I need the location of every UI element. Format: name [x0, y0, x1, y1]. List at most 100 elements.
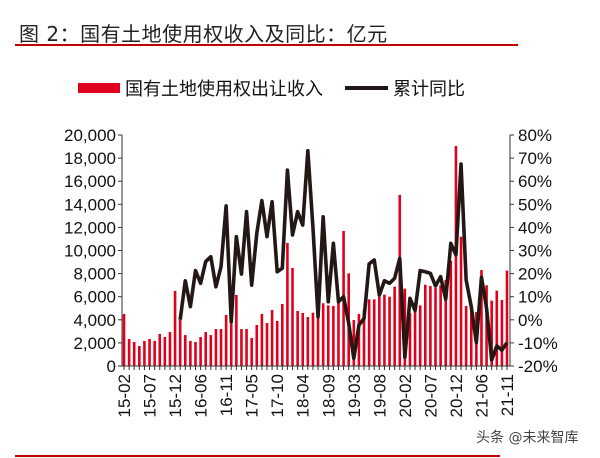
bar-18-05: [306, 317, 310, 366]
bar-18-03: [296, 311, 299, 366]
right-tick-label: -20%: [518, 357, 558, 376]
bar-17-10: [275, 320, 279, 366]
bar-16-12: [229, 318, 233, 366]
bar-19-03: [352, 320, 356, 366]
bar-18-11: [337, 302, 340, 366]
bar-16-06: [199, 337, 202, 366]
bar-17-05: [250, 338, 253, 366]
bar-21-08: [490, 300, 493, 366]
bar-18-08: [321, 303, 325, 366]
x-tick-label: 20-07: [421, 374, 440, 417]
bar-19-04: [357, 314, 361, 366]
bar-16-08: [209, 335, 213, 366]
bar-20-09: [439, 285, 442, 366]
right-tick-label: -10%: [518, 334, 558, 353]
bar-21-03: [464, 305, 468, 366]
bar-15-03: [127, 338, 131, 366]
legend-swatch-line: [345, 86, 388, 90]
title-divider: [15, 44, 518, 46]
left-tick-label: 16,000: [64, 172, 116, 191]
bar-19-05: [362, 309, 366, 366]
x-tick-label: 15-02: [115, 374, 134, 417]
watermark: 头条 @未来智库: [476, 430, 579, 446]
x-tick-label: 19-03: [345, 374, 364, 417]
bar-21-04: [469, 311, 473, 366]
left-tick-label: 2,000: [73, 334, 116, 353]
bar-16-04: [189, 340, 192, 366]
x-tick-label: 18-04: [294, 374, 313, 417]
bar-15-12: [173, 290, 177, 366]
bar-17-12: [286, 242, 289, 366]
bar-21-10: [500, 299, 504, 366]
bar-15-06: [143, 340, 146, 366]
bar-18-06: [311, 312, 315, 366]
x-tick-label: 17-05: [243, 374, 262, 417]
left-tick-label: 10,000: [64, 242, 116, 261]
bar-21-09: [495, 290, 499, 366]
x-tick-label: 15-07: [141, 374, 160, 417]
bar-21-02: [459, 236, 463, 366]
x-tick-label: 19-08: [370, 374, 389, 417]
bar-21-06: [480, 270, 483, 366]
bar-17-04: [245, 329, 248, 366]
x-tick-label: 21-06: [472, 374, 491, 417]
legend-label-line: 累计同比: [393, 79, 465, 100]
bar-17-03: [240, 329, 243, 366]
left-tick-label: 12,000: [64, 218, 116, 237]
bar-19-08: [378, 296, 381, 366]
right-tick-label: 80%: [518, 126, 552, 145]
legend-label-bar: 国有土地使用权出让收入: [125, 79, 323, 100]
bar-16-05: [194, 341, 197, 366]
x-tick-label: 21-11: [498, 374, 517, 416]
x-tick-label: 15-12: [166, 374, 185, 417]
bar-17-08: [265, 323, 269, 366]
right-tick-label: 20%: [518, 265, 552, 284]
right-tick-label: 70%: [518, 149, 552, 168]
bar-15-05: [138, 346, 141, 366]
bar-20-11: [449, 260, 453, 366]
bar-18-07: [316, 306, 320, 366]
bar-15-10: [163, 337, 167, 366]
bar-15-07: [148, 338, 151, 366]
bar-20-03: [408, 313, 412, 366]
bar-17-07: [260, 314, 264, 366]
bar-16-07: [204, 332, 208, 366]
bar-19-09: [383, 294, 386, 366]
right-tick-label: 30%: [518, 242, 552, 261]
bar-17-11: [281, 303, 284, 366]
x-tick-label: 20-12: [447, 374, 466, 417]
legend-swatch-bar: [78, 83, 120, 93]
bar-20-04: [413, 311, 417, 366]
bar-16-03: [183, 335, 187, 366]
right-tick-label: 50%: [518, 195, 552, 214]
bar-16-02: [178, 320, 182, 366]
bar-20-08: [434, 288, 437, 366]
left-tick-label: 8,000: [73, 265, 116, 284]
bar-19-11: [393, 286, 396, 366]
bar-19-06: [367, 299, 371, 366]
bar-15-02: [122, 314, 126, 366]
bar-18-04: [301, 312, 305, 366]
bar-20-05: [418, 305, 422, 366]
bar-15-08: [153, 340, 156, 366]
bar-20-10: [444, 279, 448, 366]
bar-19-07: [372, 299, 376, 366]
x-tick-label: 20-02: [396, 374, 415, 417]
right-tick-label: 0%: [518, 311, 543, 330]
x-tick-label: 18-09: [319, 374, 338, 417]
legend: 国有土地使用权出让收入 累计同比: [78, 79, 465, 100]
bar-15-11: [168, 332, 172, 366]
right-tick-label: 10%: [518, 288, 552, 307]
bar-17-06: [255, 324, 259, 366]
bar-15-04: [132, 341, 136, 366]
bar-17-09: [270, 309, 274, 366]
bar-16-10: [219, 329, 223, 366]
left-tick-label: 0: [107, 357, 116, 376]
left-tick-label: 20,000: [64, 126, 116, 145]
bar-16-11: [224, 314, 228, 366]
bar-16-09: [214, 329, 218, 366]
x-tick-label: 17-10: [268, 374, 287, 417]
left-tick-label: 18,000: [64, 149, 116, 168]
left-tick-label: 6,000: [73, 288, 116, 307]
